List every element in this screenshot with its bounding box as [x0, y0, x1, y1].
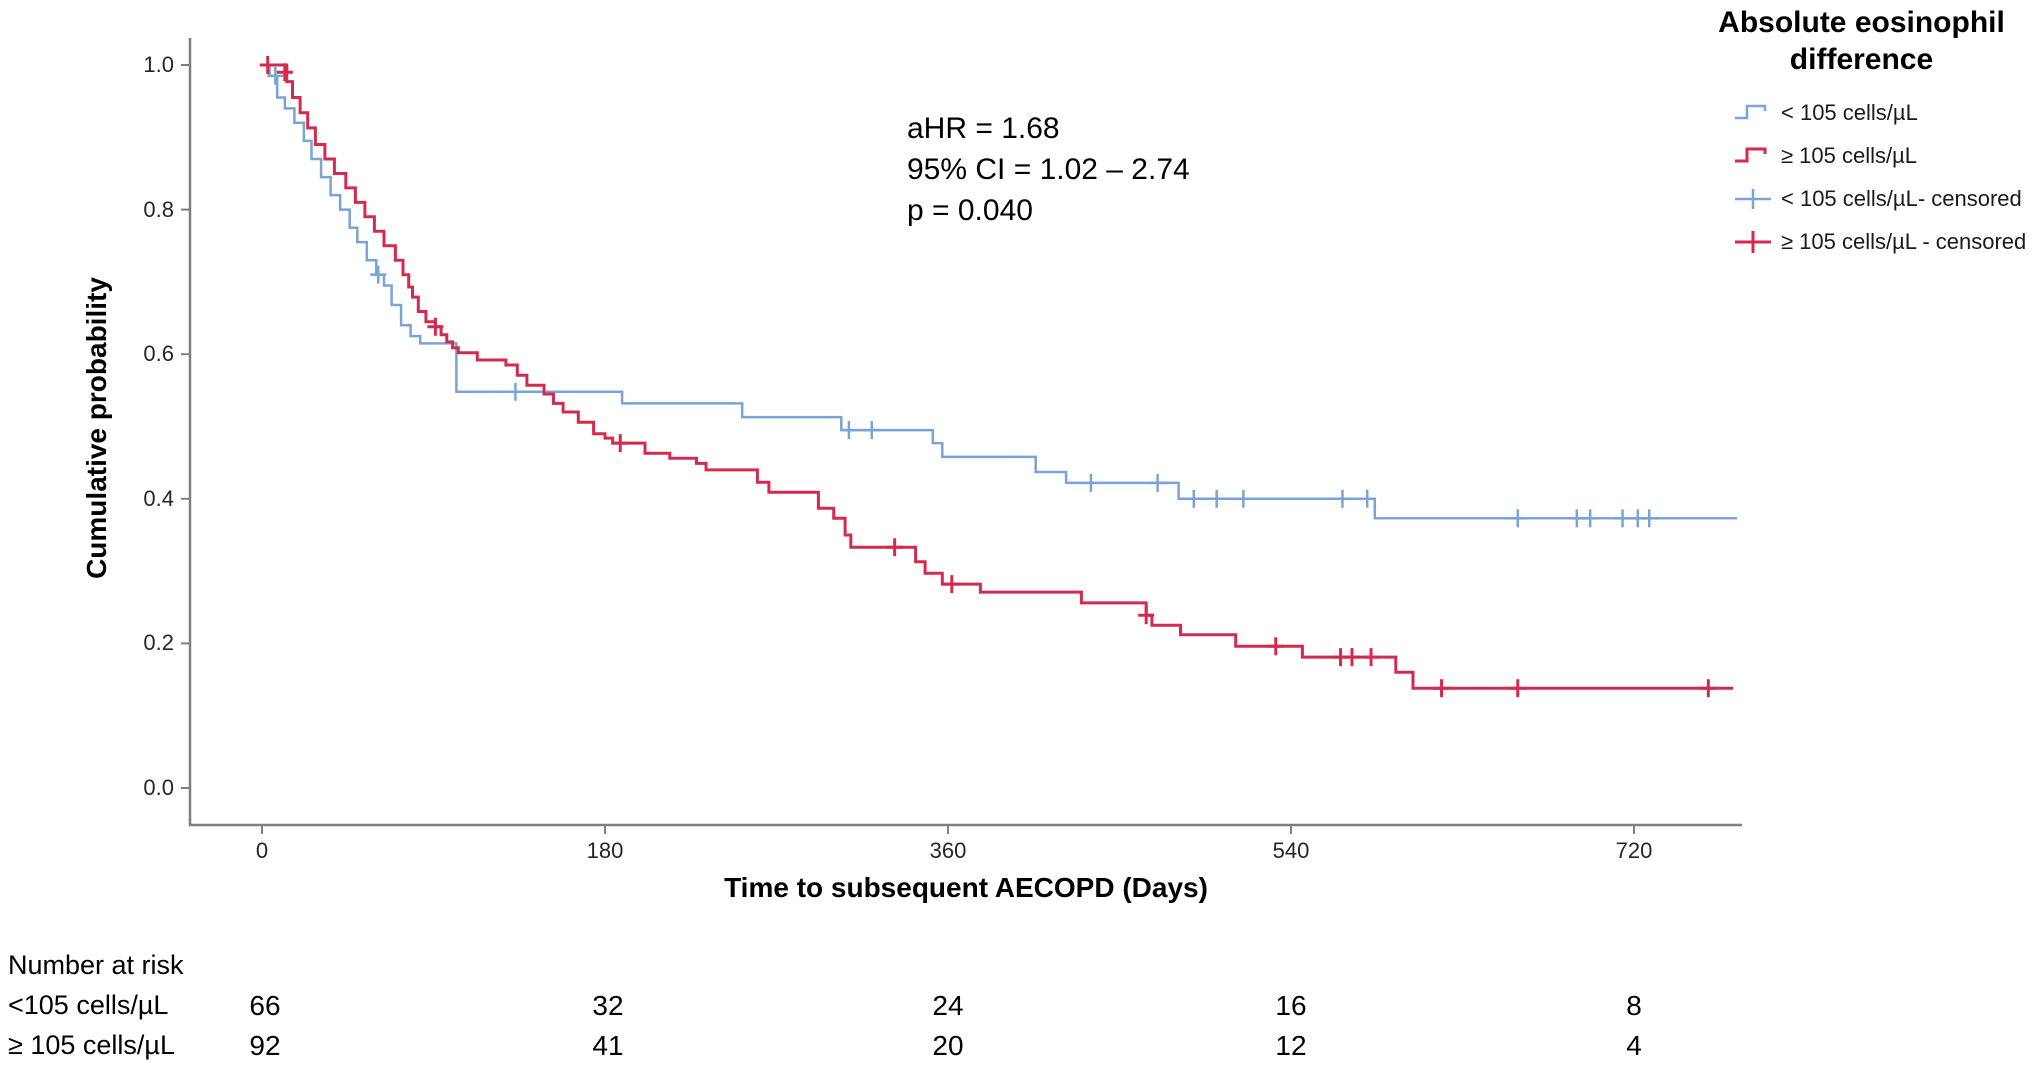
x-tick-label: 0: [255, 838, 269, 863]
legend-item-label: < 105 cells/µL: [1781, 100, 1918, 125]
risk-value: 32: [592, 990, 624, 1021]
risk-table-header: Number at risk: [8, 950, 184, 980]
step-line-icon: [1735, 147, 1767, 163]
y-tick-label: 0.8: [143, 197, 174, 222]
legend-item-label: < 105 cells/µL- censored: [1781, 186, 2022, 211]
x-tick-label: 360: [929, 838, 967, 863]
plus-censor-icon: [1735, 189, 1771, 209]
y-tick-label: 0.2: [143, 630, 174, 655]
legend-item-blue-censored: < 105 cells/µL- censored: [1734, 186, 2022, 211]
y-axis-title: Cumulative probability: [81, 277, 112, 579]
y-tick-label: 0.6: [143, 341, 174, 366]
risk-value: 66: [249, 990, 281, 1021]
legend-item-label: ≥ 105 cells/µL: [1781, 143, 1918, 168]
step-line-icon: [1735, 104, 1767, 120]
x-tick-label: 720: [1615, 838, 1653, 863]
x-axis-title: Time to subsequent AECOPD (Days): [724, 872, 1208, 903]
risk-value: 41: [592, 1030, 624, 1061]
survival-curve-blue: [262, 63, 1737, 520]
risk-value: 92: [249, 1030, 281, 1061]
stats-ci: 95% CI = 1.02 – 2.74: [907, 153, 1190, 186]
risk-row-label: ≥ 105 cells/µL: [8, 1030, 175, 1060]
legend-item-blue-line: < 105 cells/µL: [1734, 100, 1918, 125]
legend-title-line2: difference: [1789, 43, 1934, 76]
plus-censor-icon: [1735, 231, 1771, 253]
x-tick-label: 540: [1272, 838, 1310, 863]
y-tick-label: 1.0: [143, 52, 174, 77]
risk-value: 24: [932, 990, 964, 1021]
legend-item-label: ≥ 105 cells/µL - censored: [1781, 229, 2027, 254]
legend-item-red-censored: ≥ 105 cells/µL - censored: [1734, 229, 2027, 254]
legend-title-line1: Absolute eosinophil: [1718, 6, 2005, 39]
stats-pvalue: p = 0.040: [907, 194, 1033, 227]
risk-value: 20: [932, 1030, 964, 1061]
risk-value: 16: [1275, 990, 1307, 1021]
stats-ahr: aHR = 1.68: [907, 112, 1060, 145]
risk-value: 4: [1626, 1030, 1642, 1061]
stats-annotation: aHR = 1.68 95% CI = 1.02 – 2.74 p = 0.04…: [907, 108, 1190, 231]
y-tick-label: 0.4: [143, 486, 174, 511]
legend-title: Absolute eosinophil difference: [1690, 4, 2033, 78]
risk-value: 8: [1626, 990, 1642, 1021]
y-tick-label: 0.0: [143, 775, 174, 800]
legend-item-red-line: ≥ 105 cells/µL: [1734, 143, 1918, 168]
risk-value: 12: [1275, 1030, 1307, 1061]
risk-row-label: <105 cells/µL: [8, 990, 169, 1020]
x-tick-label: 180: [586, 838, 624, 863]
